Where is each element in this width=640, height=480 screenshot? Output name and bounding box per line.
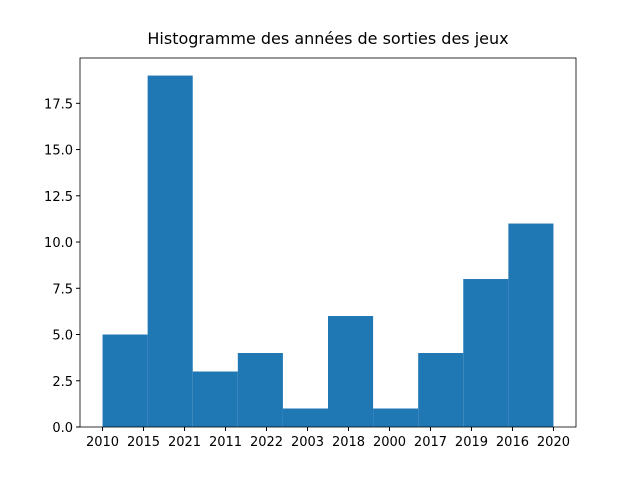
y-tick-label: 12.5 bbox=[44, 190, 73, 205]
bar bbox=[328, 316, 374, 427]
x-tick-label: 2020 bbox=[537, 435, 570, 450]
x-tick-label: 2015 bbox=[127, 435, 160, 450]
x-tick-label: 2022 bbox=[250, 435, 283, 450]
bar bbox=[463, 279, 509, 427]
x-tick-label: 2011 bbox=[209, 435, 242, 450]
x-tick-label: 2021 bbox=[168, 435, 201, 450]
y-tick-label: 17.5 bbox=[44, 97, 73, 112]
y-tick-label: 5.0 bbox=[52, 329, 73, 344]
bar bbox=[147, 75, 193, 428]
y-tick-label: 7.5 bbox=[52, 282, 73, 297]
y-tick-label: 10.0 bbox=[44, 236, 73, 251]
y-tick-label: 15.0 bbox=[44, 144, 73, 159]
bar bbox=[282, 408, 328, 427]
x-tick-label: 2003 bbox=[291, 435, 324, 450]
x-tick-label: 2016 bbox=[496, 435, 529, 450]
x-tick-label: 2000 bbox=[373, 435, 406, 450]
plot-frame bbox=[79, 57, 577, 428]
bar bbox=[102, 334, 148, 427]
x-tick-label: 2019 bbox=[455, 435, 488, 450]
bar bbox=[373, 408, 419, 427]
bar bbox=[192, 371, 238, 427]
y-tick-label: 2.5 bbox=[52, 375, 73, 390]
bar bbox=[508, 223, 554, 427]
x-tick-label: 2010 bbox=[86, 435, 119, 450]
bar bbox=[237, 353, 283, 427]
chart-title: Histogramme des années de sorties des je… bbox=[147, 29, 508, 48]
y-tick-label: 0.0 bbox=[52, 421, 73, 436]
x-tick-label: 2017 bbox=[414, 435, 447, 450]
bar bbox=[418, 353, 464, 427]
x-tick-label: 2018 bbox=[332, 435, 365, 450]
